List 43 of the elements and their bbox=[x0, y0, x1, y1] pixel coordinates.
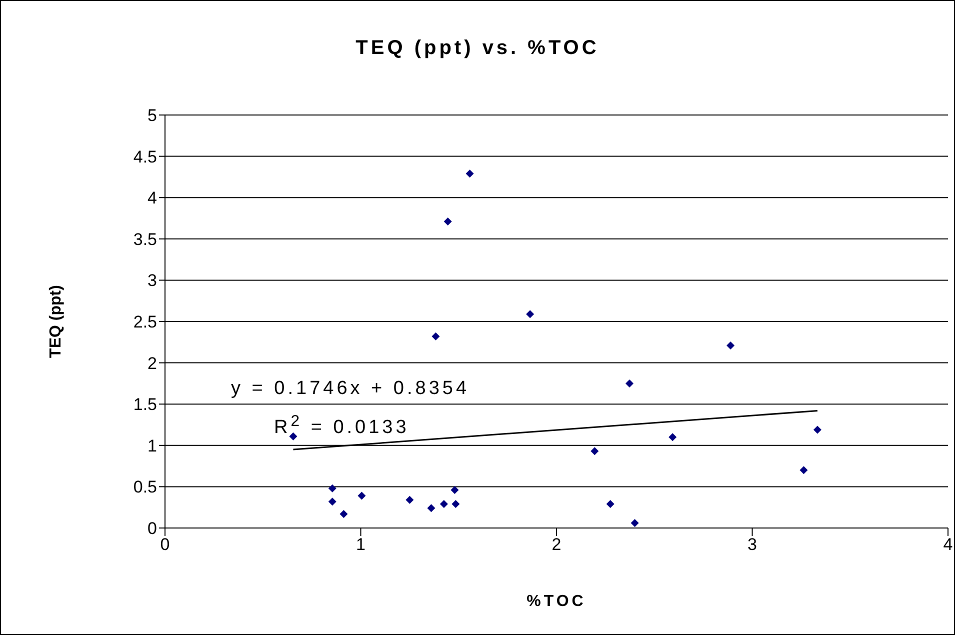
point bbox=[340, 510, 348, 518]
point bbox=[813, 426, 822, 434]
y-axis-title: TEQ (ppt) bbox=[48, 285, 65, 358]
x-tick-label: 2 bbox=[552, 535, 562, 554]
point bbox=[466, 170, 474, 178]
y-tick-label: 4.5 bbox=[133, 147, 157, 166]
point bbox=[432, 332, 440, 340]
point bbox=[406, 496, 414, 504]
point bbox=[444, 218, 452, 226]
chart-title: TEQ (ppt) vs. %TOC bbox=[354, 37, 600, 60]
x-tick-label: 4 bbox=[943, 535, 953, 554]
point bbox=[526, 310, 534, 318]
x-tick-label: 3 bbox=[748, 535, 757, 554]
x-axis-title: %TOC bbox=[526, 593, 586, 610]
y-tick-label: 0.5 bbox=[133, 478, 157, 497]
point bbox=[630, 519, 639, 528]
y-tick-label: 1.5 bbox=[133, 395, 157, 414]
y-tick-label: 0 bbox=[148, 519, 157, 538]
y-tick-label: 3 bbox=[148, 271, 157, 290]
x-tick-label: 1 bbox=[356, 535, 366, 554]
y-tick-label: 4 bbox=[148, 188, 157, 208]
point bbox=[427, 504, 436, 512]
y-tick-label: 2 bbox=[148, 354, 157, 373]
point bbox=[800, 466, 808, 474]
annotation: R$^{2}$ = 0.0133 bbox=[274, 412, 410, 440]
point bbox=[328, 498, 336, 506]
point bbox=[358, 492, 366, 500]
point bbox=[328, 484, 336, 492]
y-tick-label: 3.5 bbox=[133, 230, 157, 249]
point bbox=[452, 500, 460, 508]
annotation: y = 0.1746x + 0.8354 bbox=[231, 378, 470, 400]
y-tick-label: 2.5 bbox=[133, 312, 157, 332]
point bbox=[606, 500, 614, 508]
point bbox=[450, 486, 459, 494]
point bbox=[590, 447, 599, 456]
point bbox=[440, 500, 448, 508]
point bbox=[668, 433, 677, 442]
point bbox=[289, 432, 298, 440]
y-tick-label: 5 bbox=[148, 106, 157, 126]
point bbox=[626, 379, 634, 388]
x-tick-label: 0 bbox=[160, 535, 170, 554]
point bbox=[726, 341, 735, 350]
y-tick-label: 1 bbox=[148, 436, 157, 456]
